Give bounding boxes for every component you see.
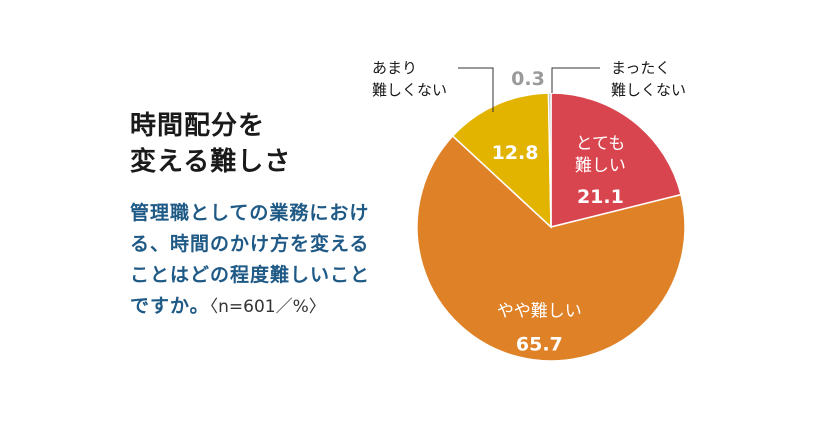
leader-lines [458,67,600,112]
pie-slice-1 [416,134,686,362]
question-text: 管理職としての業務における、時間のかけ方を変えることはどの程度難しいことですか。… [130,198,380,323]
title-line-2: 変える難しさ [130,147,292,177]
pie-slices [416,92,686,362]
sample-size-note: 〈n=601／%〉 [209,297,326,317]
chart-title: 時間配分を 変える難しさ [130,108,360,180]
slice-label-2-value: 12.8 [492,142,539,164]
slice-label-3-value: 0.3 [511,68,545,90]
pie-slice-3 [547,92,552,228]
slice-label-1-value: 65.7 [516,333,563,355]
leader-line-2 [458,67,494,112]
leader-line-3 [551,67,600,93]
pie-slice-2 [451,92,552,229]
title-line-1: 時間配分を [130,111,266,141]
slice-labels: とても難しい 21.1 やや難しい 65.7 12.8 あまり難しくない 0.3 まったく難し… [372,59,686,355]
slice-label-0: とても難しい [575,134,626,176]
pie-slice-0 [550,92,682,228]
slice-label-1: やや難しい [497,301,582,321]
slice-label-3: まったく難しくない [611,59,686,99]
slice-label-2: あまり難しくない [372,59,447,99]
question-body: 管理職としての業務における、時間のかけ方を変えることはどの程度難しいことですか。 [130,202,371,317]
slice-label-0-value: 21.1 [577,186,624,208]
